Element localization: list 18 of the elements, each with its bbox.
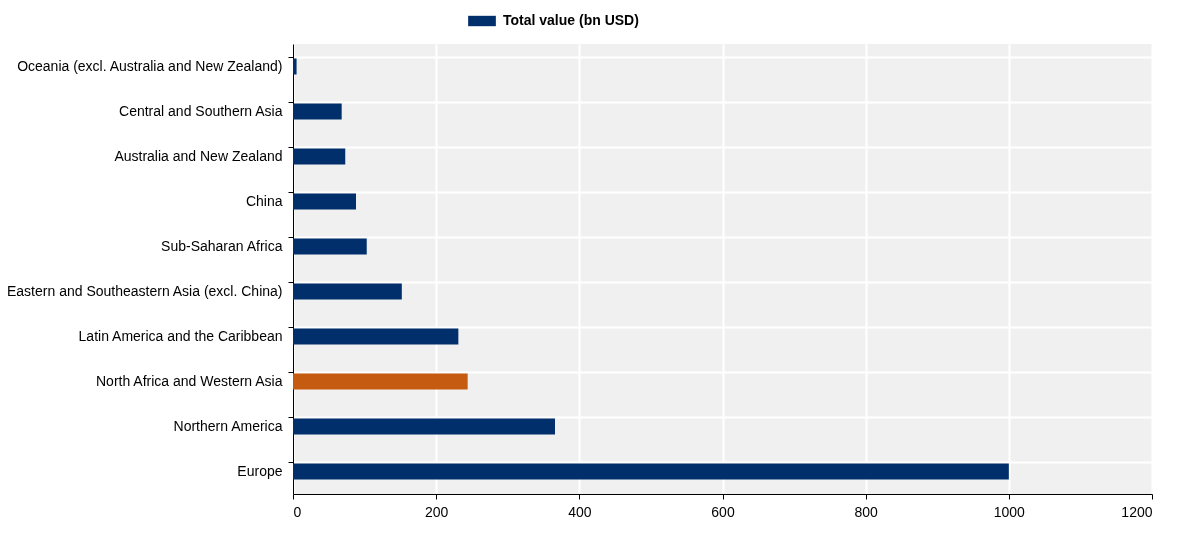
x-tick-label: 400	[568, 503, 592, 520]
y-tick-label: Sub-Saharan Africa	[161, 237, 283, 254]
y-tick-label: Northern America	[173, 417, 283, 434]
y-tick-label: Australia and New Zealand	[114, 147, 283, 164]
x-tick-label: 1000	[993, 503, 1026, 520]
y-tick-label: North Africa and Western Asia	[96, 372, 283, 389]
y-tick-label: Oceania (excl. Australia and New Zealand)	[17, 57, 283, 74]
x-tick-label: 800	[854, 503, 879, 520]
legend-label: Total value (bn USD)	[503, 12, 639, 28]
x-tick-label: 600	[711, 503, 735, 520]
y-tick-label: China	[245, 192, 283, 209]
y-tick-label: Latin America and the Caribbean	[78, 327, 283, 344]
x-tick-label: 0	[293, 503, 302, 520]
y-tick-label: Central and Southern Asia	[119, 102, 283, 119]
y-tick-label: Europe	[237, 462, 283, 479]
x-tick-label: 200	[424, 503, 449, 520]
x-tick-label: 1200	[1121, 503, 1153, 520]
y-tick-label: Eastern and Southeastern Asia (excl. China)	[7, 282, 283, 299]
